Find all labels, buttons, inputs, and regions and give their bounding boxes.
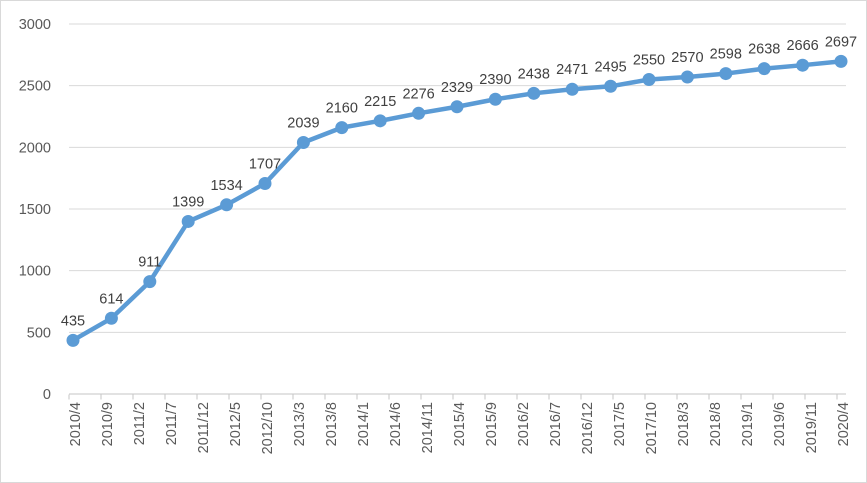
data-point-marker [604, 79, 618, 93]
data-point-marker [527, 86, 541, 100]
gridlines [69, 23, 846, 333]
x-axis-label: 2010/4 [68, 402, 84, 446]
data-point-marker [719, 67, 733, 81]
x-axis-label: 2011/12 [196, 402, 212, 453]
data-point-marker [796, 58, 810, 72]
data-point-marker [335, 121, 349, 135]
data-label: 1534 [210, 178, 242, 194]
y-axis-label: 2500 [19, 79, 51, 95]
x-axis-label: 2017/5 [612, 402, 628, 446]
data-point-marker [412, 106, 426, 120]
data-point-marker [181, 214, 195, 228]
x-axis-label: 2018/3 [676, 402, 692, 446]
data-label: 2666 [786, 38, 818, 54]
data-label: 2550 [633, 53, 665, 69]
data-label: 2471 [556, 62, 588, 78]
y-axis-label: 1000 [19, 264, 51, 280]
data-point-marker [757, 62, 771, 76]
x-axis-label: 2010/9 [100, 402, 116, 446]
data-point-marker [373, 114, 387, 128]
x-axis-label: 2015/9 [484, 402, 500, 446]
data-label: 2570 [671, 50, 703, 66]
data-label: 2276 [402, 86, 434, 102]
x-axis-label: 2019/1 [740, 402, 756, 446]
y-axis-label: 0 [43, 387, 51, 403]
data-point-marker [680, 70, 694, 84]
y-axis-label: 500 [27, 325, 51, 341]
data-label: 1707 [249, 156, 281, 172]
x-axis-label: 2014/6 [388, 402, 404, 446]
x-axis-label: 2019/11 [804, 402, 820, 453]
x-axis-label: 2013/3 [292, 402, 308, 446]
data-point-marker [450, 100, 464, 114]
data-point-marker [488, 92, 502, 106]
x-axis-label: 2015/4 [452, 402, 468, 446]
data-label: 435 [61, 313, 85, 329]
x-axis-label: 2020/4 [836, 402, 852, 446]
x-axis-label: 2019/6 [772, 402, 788, 446]
data-point-marker [258, 176, 272, 190]
data-label: 2215 [364, 94, 396, 110]
x-axis-label: 2011/7 [164, 402, 180, 445]
x-axis-label: 2016/7 [548, 402, 564, 446]
y-axis-label: 1500 [19, 202, 51, 218]
x-axis-label: 2014/1 [356, 402, 372, 446]
data-labels: 435 614 911 1399 1534 1707 2039 2160 2215 2276 232… [61, 34, 857, 329]
x-axis-label: 2012/10 [260, 402, 276, 454]
data-label: 2598 [710, 47, 742, 63]
data-point-markers [66, 54, 848, 347]
data-label: 2638 [748, 42, 780, 58]
data-point-marker [834, 54, 848, 68]
data-label: 1399 [172, 194, 204, 210]
data-point-marker [642, 73, 656, 86]
data-label: 2438 [518, 66, 550, 82]
x-axis-label: 2011/2 [132, 402, 148, 445]
data-label: 2390 [479, 72, 511, 88]
x-axis-label: 2012/5 [228, 402, 244, 446]
data-point-marker [220, 198, 234, 212]
x-axis-labels: 2010/4 2010/9 2011/2 2011/7 2011/12 2012/5 201… [68, 402, 852, 454]
x-axis-label: 2014/11 [420, 402, 436, 453]
x-axis-label: 2016/12 [580, 402, 596, 454]
data-label: 2697 [825, 34, 857, 50]
data-label: 2495 [594, 59, 626, 75]
data-point-marker [296, 136, 310, 150]
y-axis-label: 2000 [19, 140, 51, 156]
data-point-marker [66, 333, 80, 347]
data-label: 2039 [287, 116, 319, 132]
data-point-marker [104, 311, 118, 325]
data-point-marker [143, 275, 157, 289]
x-axis-label: 2018/8 [708, 402, 724, 446]
x-axis-label: 2017/10 [644, 402, 660, 454]
data-point-marker [565, 82, 579, 96]
x-axis-label: 2013/8 [324, 402, 340, 446]
y-axis-label: 3000 [19, 17, 51, 33]
x-axis-label: 2016/2 [516, 402, 532, 446]
x-axis [68, 393, 846, 400]
data-label: 911 [138, 255, 161, 271]
y-axis-labels: 0 500 1000 1500 2000 2500 3000 [19, 17, 51, 403]
data-label: 614 [99, 291, 123, 307]
data-label: 2329 [441, 80, 473, 96]
data-label: 2160 [326, 101, 358, 117]
